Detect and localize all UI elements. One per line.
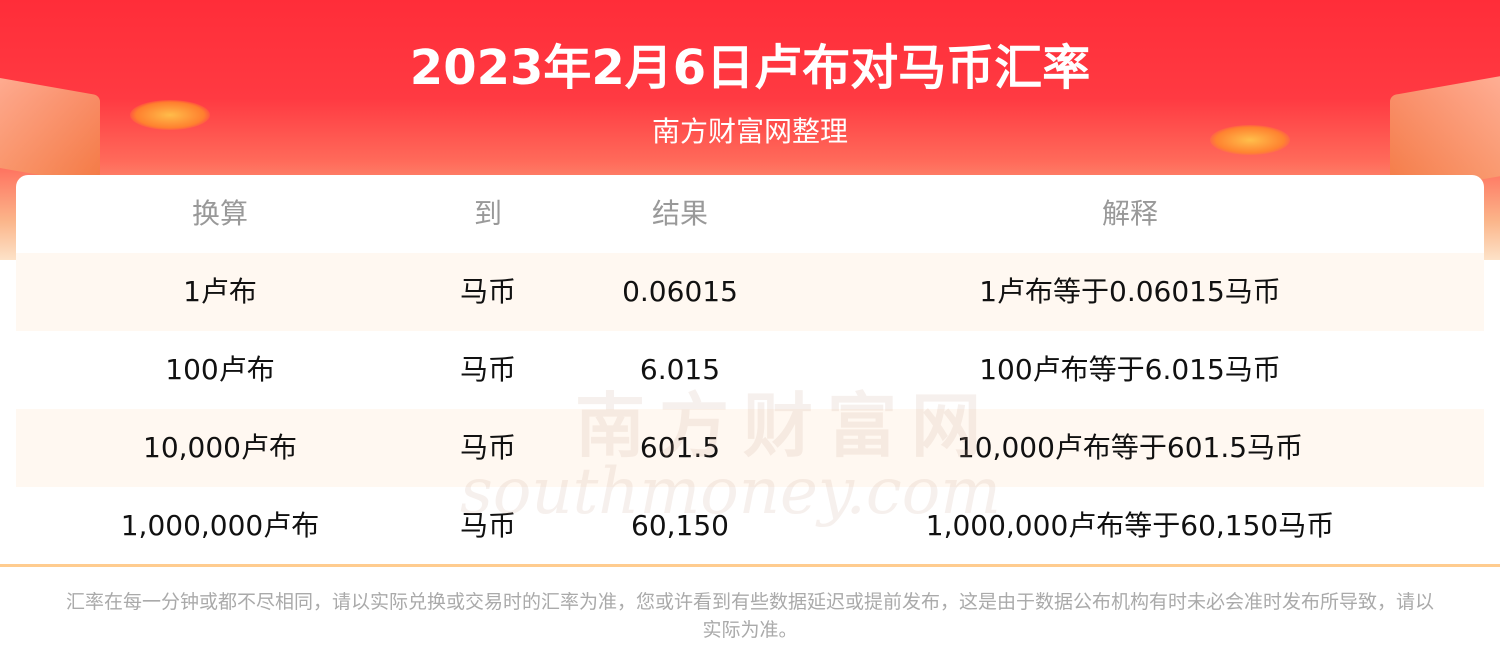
table-row: 1,000,000卢布 马币 60,150 1,000,000卢布等于60,15… xyxy=(16,487,1484,565)
rate-table: 换算 到 结果 解释 1卢布 马币 0.06015 1卢布等于0.06015马币… xyxy=(16,175,1484,565)
cell-result: 6.015 xyxy=(639,353,721,386)
cell-amount: 1,000,000卢布 xyxy=(120,509,320,542)
cell-result: 60,150 xyxy=(631,509,729,542)
cell-amount: 100卢布 xyxy=(165,353,275,386)
cell-explanation: 1卢布等于0.06015马币 xyxy=(979,275,1281,308)
cell-explanation: 10,000卢布等于601.5马币 xyxy=(956,431,1304,464)
cell-target: 马币 xyxy=(459,353,516,386)
disclaimer-note: 汇率在每一分钟或都不尽相同，请以实际兑换或交易时的汇率为准，您或许看到有些数据延… xyxy=(65,591,1434,641)
table-header: 换算 到 结果 解释 xyxy=(16,175,1484,253)
column-header: 解释 xyxy=(1101,197,1158,230)
cell-explanation: 1,000,000卢布等于60,150马币 xyxy=(925,509,1335,542)
cell-amount: 10,000卢布 xyxy=(143,431,297,464)
cell-amount: 1卢布 xyxy=(183,275,257,308)
column-header: 换算 xyxy=(191,197,248,230)
decoration-coin-left xyxy=(130,100,210,130)
column-header: 结果 xyxy=(651,197,708,230)
table-row: 100卢布 马币 6.015 100卢布等于6.015马币 xyxy=(16,331,1484,409)
decoration-coin-right xyxy=(1210,125,1290,155)
cell-target: 马币 xyxy=(459,275,516,308)
page-subtitle: 南方财富网整理 xyxy=(651,115,848,148)
page-title: 2023年2月6日卢布对马币汇率 xyxy=(409,40,1091,96)
cell-result: 0.06015 xyxy=(622,275,738,308)
cell-target: 马币 xyxy=(459,431,516,464)
table-row: 10,000卢布 马币 601.5 10,000卢布等于601.5马币 xyxy=(16,409,1484,487)
table-row: 1卢布 马币 0.06015 1卢布等于0.06015马币 xyxy=(16,253,1484,331)
divider xyxy=(0,564,1500,567)
cell-result: 601.5 xyxy=(639,431,721,464)
cell-target: 马币 xyxy=(459,509,516,542)
cell-explanation: 100卢布等于6.015马币 xyxy=(979,353,1281,386)
column-header: 到 xyxy=(473,197,502,230)
